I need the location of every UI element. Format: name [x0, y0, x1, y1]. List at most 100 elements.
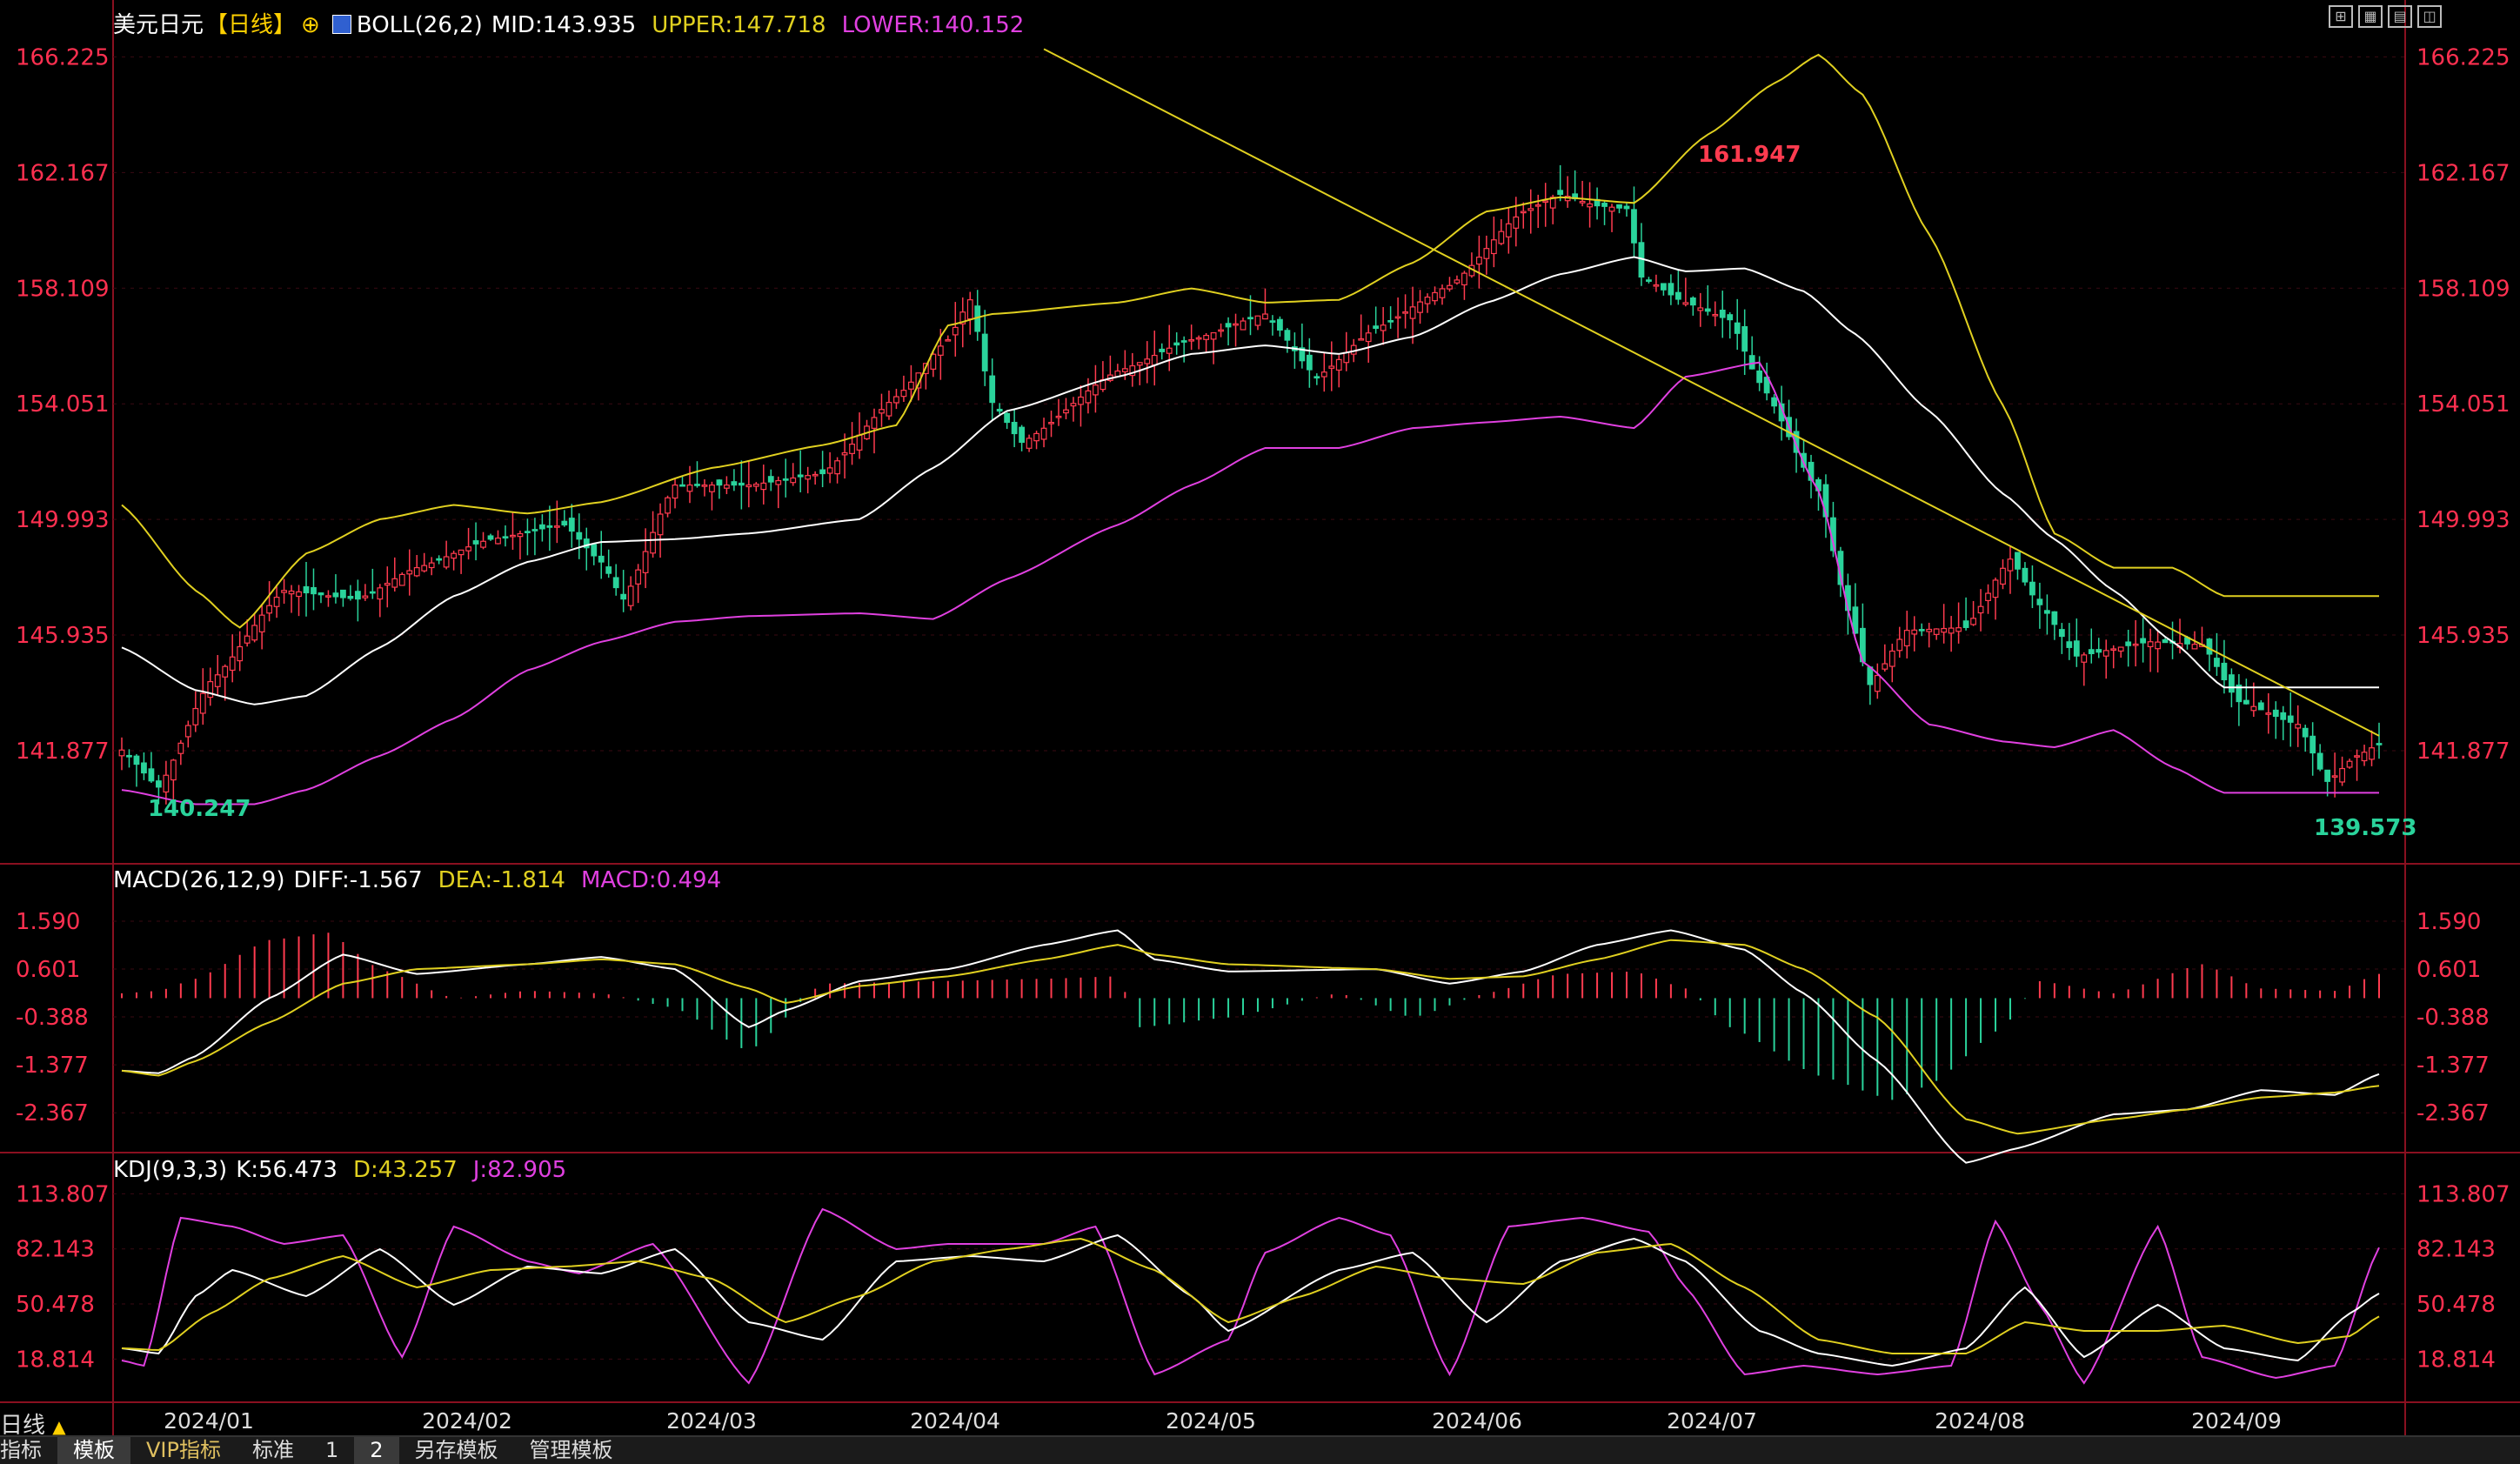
candle-body[interactable]	[1520, 211, 1527, 214]
candle-body[interactable]	[1712, 313, 1719, 317]
candle-body[interactable]	[1070, 403, 1077, 407]
candle-body[interactable]	[222, 665, 229, 678]
candle-body[interactable]	[332, 592, 339, 598]
candle-body[interactable]	[1454, 279, 1461, 284]
candle-body[interactable]	[2287, 715, 2294, 723]
candle-body[interactable]	[487, 535, 494, 540]
candle-body[interactable]	[1616, 204, 1622, 209]
candle-body[interactable]	[1040, 427, 1047, 440]
candle-body[interactable]	[1623, 205, 1630, 210]
tab-indicator[interactable]: 指标	[0, 1437, 57, 1464]
candle-body[interactable]	[517, 532, 524, 538]
candle-body[interactable]	[199, 692, 206, 714]
candle-body[interactable]	[2140, 638, 2147, 644]
candle-body[interactable]	[2096, 649, 2102, 653]
candle-body[interactable]	[2081, 654, 2088, 663]
candle-body[interactable]	[731, 481, 738, 486]
candle-body[interactable]	[1343, 351, 1350, 364]
candle-body[interactable]	[841, 451, 848, 456]
candle-body[interactable]	[1373, 325, 1380, 330]
tab-manage-template[interactable]: 管理模板	[514, 1437, 629, 1464]
candle-body[interactable]	[443, 556, 450, 568]
candle-body[interactable]	[1771, 397, 1778, 407]
candle-body[interactable]	[2250, 705, 2257, 712]
candle-body[interactable]	[1254, 315, 1261, 326]
candle-body[interactable]	[391, 578, 398, 588]
candle-body[interactable]	[1055, 415, 1062, 418]
candle-body[interactable]	[790, 477, 797, 484]
candle-body[interactable]	[1269, 320, 1276, 323]
candle-body[interactable]	[1674, 291, 1681, 300]
candle-body[interactable]	[893, 396, 899, 404]
candle-body[interactable]	[2236, 684, 2243, 703]
candle-body[interactable]	[1542, 200, 1549, 204]
candle-body[interactable]	[1380, 324, 1387, 331]
candle-body[interactable]	[966, 299, 973, 320]
candle-body[interactable]	[1587, 203, 1593, 208]
candle-body[interactable]	[362, 595, 369, 598]
candle-body[interactable]	[156, 780, 162, 788]
candle-body[interactable]	[148, 768, 155, 782]
candle-body[interactable]	[538, 524, 545, 530]
candle-body[interactable]	[679, 484, 685, 487]
candle-body[interactable]	[340, 589, 346, 598]
candle-body[interactable]	[347, 595, 354, 599]
candle-body[interactable]	[244, 635, 251, 644]
candle-body[interactable]	[281, 590, 287, 593]
candle-body[interactable]	[2117, 646, 2124, 652]
candle-body[interactable]	[251, 625, 258, 641]
candle-body[interactable]	[1447, 284, 1453, 290]
candle-body[interactable]	[2309, 735, 2316, 754]
candle-body[interactable]	[1299, 347, 1306, 362]
candle-body[interactable]	[472, 540, 479, 545]
candle-body[interactable]	[1689, 297, 1696, 306]
candle-body[interactable]	[2265, 712, 2272, 715]
candle-body[interactable]	[612, 577, 619, 589]
candle-body[interactable]	[1078, 396, 1084, 405]
candle-body[interactable]	[1439, 288, 1446, 298]
candle-body[interactable]	[1513, 216, 1520, 229]
candle-body[interactable]	[1262, 313, 1268, 320]
candle-body[interactable]	[2022, 567, 2029, 583]
candle-body[interactable]	[2339, 767, 2345, 783]
candle-body[interactable]	[1461, 272, 1467, 286]
candle-body[interactable]	[996, 408, 1003, 412]
candle-body[interactable]	[170, 759, 177, 781]
candle-body[interactable]	[2376, 743, 2383, 745]
candle-body[interactable]	[133, 755, 140, 765]
candle-body[interactable]	[2029, 581, 2035, 596]
candle-body[interactable]	[723, 484, 730, 489]
candle-body[interactable]	[1608, 206, 1615, 212]
candle-body[interactable]	[738, 482, 745, 486]
candle-body[interactable]	[1918, 629, 1925, 632]
candle-body[interactable]	[2015, 552, 2021, 570]
candle-body[interactable]	[2043, 610, 2050, 614]
candle-body[interactable]	[650, 531, 656, 554]
candle-body[interactable]	[1394, 316, 1401, 319]
candle-body[interactable]	[369, 591, 376, 594]
grid-icon[interactable]: ▦	[2358, 5, 2383, 28]
candle-body[interactable]	[642, 551, 649, 573]
candle-body[interactable]	[1793, 431, 1800, 453]
candle-body[interactable]	[1240, 320, 1247, 331]
candle-body[interactable]	[1763, 377, 1770, 394]
candle-body[interactable]	[436, 558, 443, 561]
candle-body[interactable]	[1911, 629, 1918, 635]
candle-body[interactable]	[1498, 231, 1505, 244]
candle-body[interactable]	[2051, 611, 2058, 625]
candle-body[interactable]	[495, 538, 501, 545]
candle-body[interactable]	[665, 497, 671, 514]
candle-body[interactable]	[1557, 190, 1564, 196]
candle-body[interactable]	[849, 443, 855, 454]
tab-template[interactable]: 模板	[57, 1437, 130, 1464]
tab-save-template[interactable]: 另存模板	[399, 1437, 514, 1464]
candle-body[interactable]	[214, 674, 221, 687]
candle-body[interactable]	[1653, 284, 1660, 287]
candle-body[interactable]	[177, 742, 184, 754]
candle-body[interactable]	[1320, 371, 1327, 378]
candle-body[interactable]	[1941, 627, 1948, 633]
candle-body[interactable]	[384, 583, 391, 586]
candle-body[interactable]	[2221, 662, 2228, 681]
candle-body[interactable]	[915, 372, 922, 389]
